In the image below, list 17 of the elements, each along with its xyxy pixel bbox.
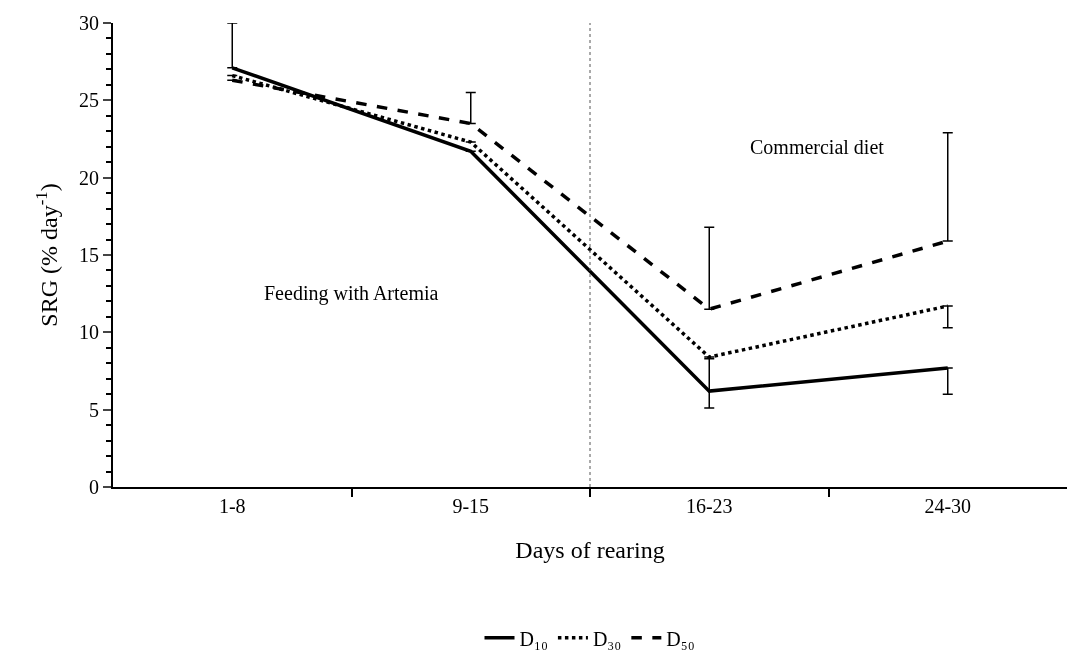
- y-tick-label: 10: [79, 321, 99, 344]
- annotation: Feeding with Artemia: [264, 282, 439, 305]
- legend-label: D₅₀: [666, 627, 695, 650]
- y-tick-label: 15: [79, 244, 99, 266]
- x-tick-label: 24-30: [924, 495, 972, 517]
- x-tick-label: 9-15: [452, 495, 490, 517]
- y-tick-label: 5: [89, 398, 99, 421]
- x-tick-label: 1-8: [218, 495, 246, 517]
- y-tick-label: 0: [89, 476, 99, 498]
- annotation: Commercial diet: [750, 136, 885, 158]
- y-tick-label: 20: [79, 166, 99, 189]
- y-tick-label: 30: [79, 12, 99, 34]
- legend-label: D₃₀: [592, 627, 622, 650]
- legend-label: D₁₀: [519, 627, 548, 650]
- x-axis-title: Days of rearing: [515, 536, 665, 563]
- y-tick-label: 25: [79, 89, 99, 112]
- x-tick-label: 16-23: [685, 495, 733, 517]
